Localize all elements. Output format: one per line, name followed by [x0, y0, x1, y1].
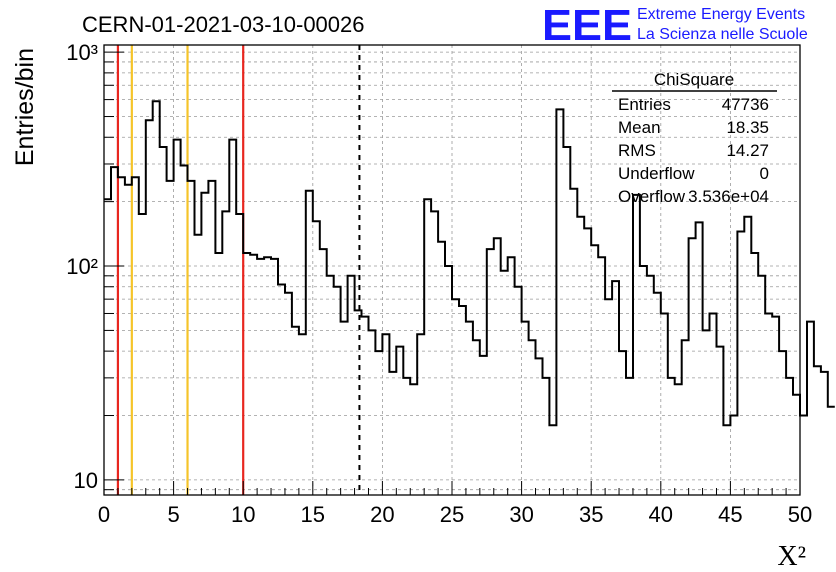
histogram-line — [104, 100, 835, 427]
stats-label-mean: Mean — [618, 118, 661, 137]
x-tick-label: 20 — [370, 502, 394, 527]
stats-value-entries: 47736 — [722, 95, 769, 114]
x-tick-label: 45 — [718, 502, 742, 527]
x-tick-label: 25 — [440, 502, 464, 527]
stats-title: ChiSquare — [654, 70, 734, 89]
y-tick-label: 10 — [74, 468, 98, 493]
stats-value-overflow: 3.536e+04 — [688, 187, 769, 206]
x-tick-label: 10 — [231, 502, 255, 527]
histogram-series — [104, 100, 835, 427]
x-tick-label: 35 — [579, 502, 603, 527]
stats-box: ChiSquare Entries 47736 Mean 18.35 RMS 1… — [612, 70, 777, 206]
stats-value-underflow: 0 — [760, 164, 769, 183]
stats-value-mean: 18.35 — [726, 118, 769, 137]
chart-title: CERN-01-2021-03-10-00026 — [82, 12, 365, 37]
stats-label-entries: Entries — [618, 95, 671, 114]
stats-value-rms: 14.27 — [726, 141, 769, 160]
logo-line-1: Extreme Energy Events — [637, 6, 805, 23]
logo-line-2: La Scienza nelle Scuole — [637, 26, 808, 43]
y-tick-label: 10² — [66, 254, 98, 279]
x-tick-label: 15 — [301, 502, 325, 527]
y-axis-label: Entries/bin — [11, 48, 39, 166]
x-tick-label: 5 — [167, 502, 179, 527]
stats-label-overflow: Overflow — [618, 187, 686, 206]
x-tick-label: 40 — [649, 502, 673, 527]
x-tick-labels: 0 5 10 15 20 25 30 35 40 45 50 — [98, 502, 812, 527]
x-axis-label: X² — [777, 541, 806, 572]
y-tick-label: 10³ — [66, 40, 98, 65]
x-tick-label: 30 — [509, 502, 533, 527]
stats-label-rms: RMS — [618, 141, 656, 160]
axis-ticks — [103, 51, 801, 495]
x-tick-label: 50 — [788, 502, 812, 527]
grid — [104, 45, 800, 495]
logo-mark: EEE — [542, 1, 632, 50]
eee-logo: EEE Extreme Energy Events La Scienza nel… — [542, 1, 808, 50]
stats-label-underflow: Underflow — [618, 164, 695, 183]
y-tick-labels: 10 10² 10³ — [66, 40, 98, 493]
x-tick-label: 0 — [98, 502, 110, 527]
reference-lines — [116, 45, 361, 495]
